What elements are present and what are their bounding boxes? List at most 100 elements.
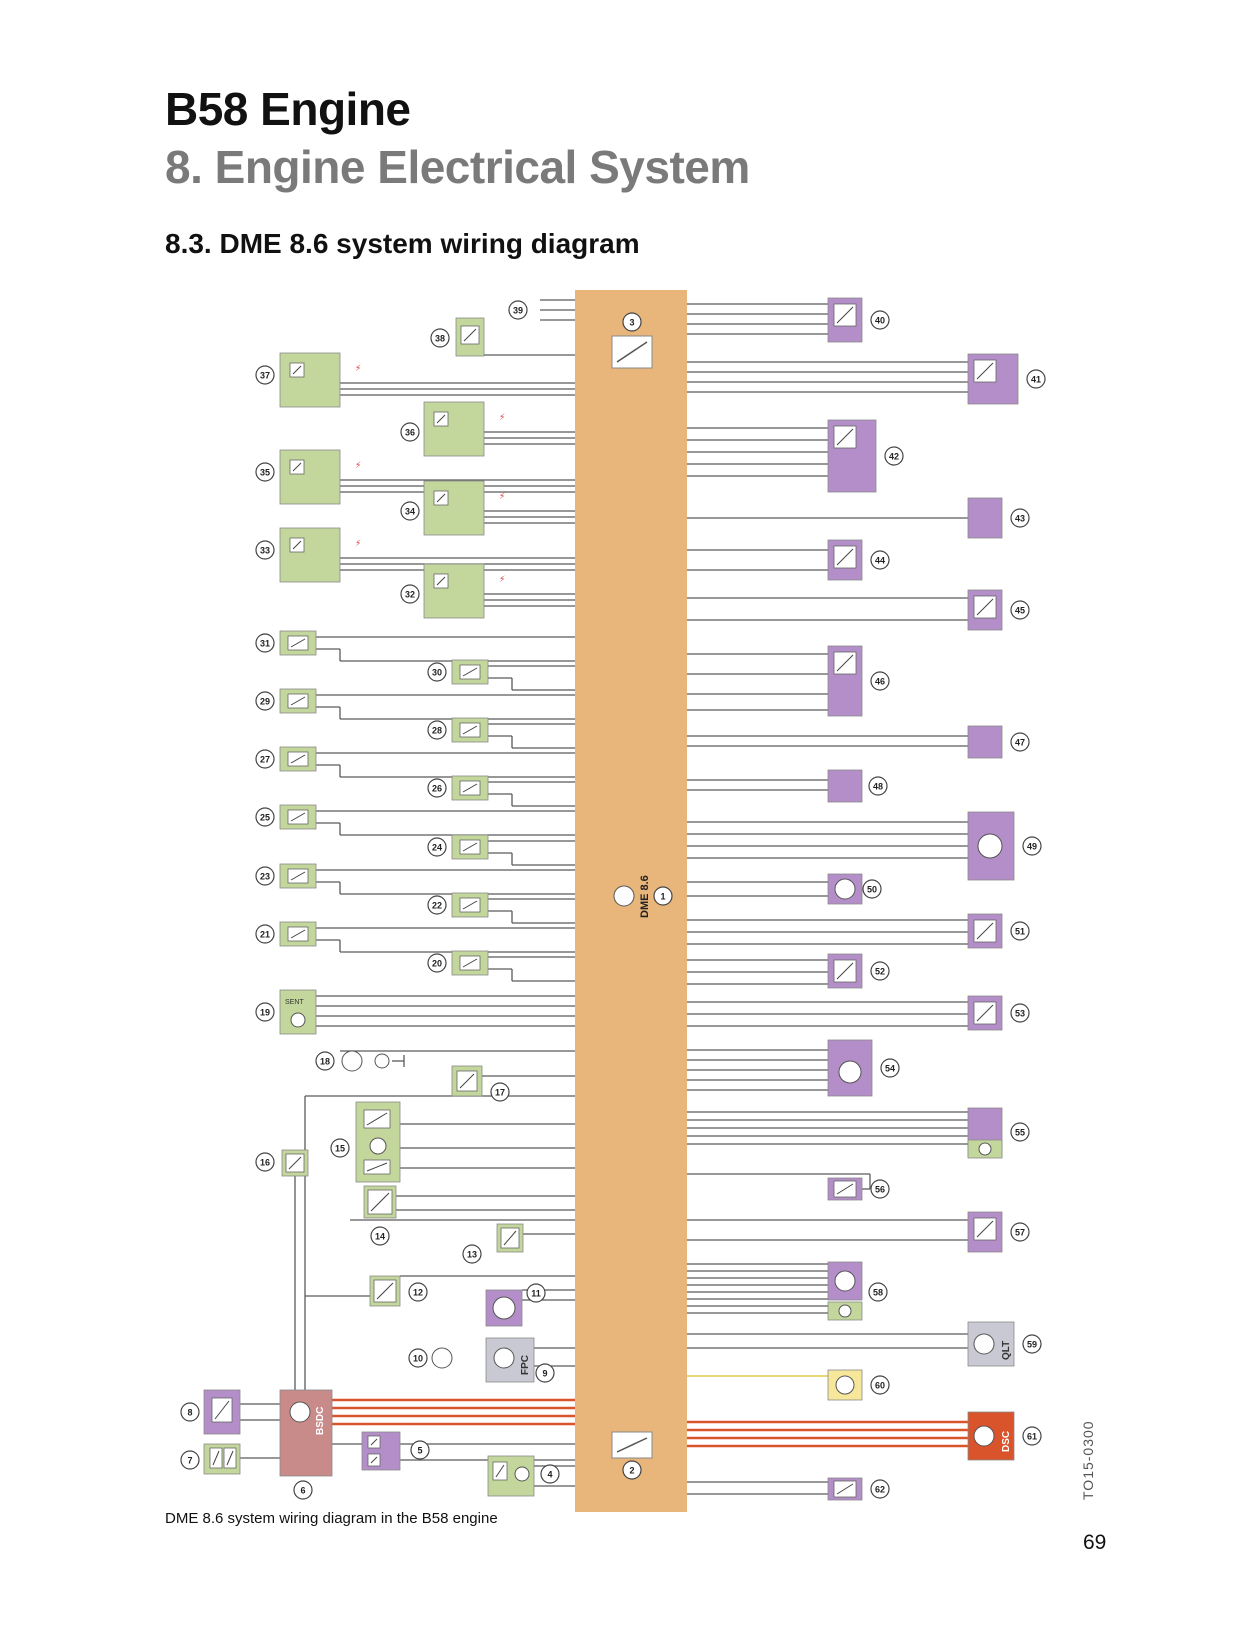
- number-ring: [370, 1226, 390, 1246]
- component-number-22: 22: [427, 895, 447, 915]
- component-number-17: 17: [490, 1082, 510, 1102]
- number-text: 49: [1027, 842, 1037, 852]
- section-title: 8.3. DME 8.6 system wiring diagram: [165, 228, 640, 259]
- number-ring: [870, 671, 890, 691]
- number-ring: [870, 1479, 890, 1499]
- generator-60: [835, 1375, 855, 1395]
- transistor-11: [492, 1296, 516, 1320]
- injector-symbol-31-stroke: [290, 638, 306, 648]
- number-ring: [1010, 1222, 1030, 1242]
- number-ring: [255, 807, 275, 827]
- number-text: 23: [260, 872, 270, 882]
- symbol-7a-stroke: [212, 1450, 220, 1466]
- symbol-7b-stroke: [226, 1450, 234, 1466]
- number-ring: [1022, 1426, 1042, 1446]
- number-text: 29: [260, 697, 270, 707]
- symbol-53-stroke: [976, 1004, 994, 1022]
- number-ring: [862, 879, 882, 899]
- number-ring: [427, 662, 447, 682]
- component-number-37: 37: [255, 365, 275, 385]
- component-number-44: 44: [870, 550, 890, 570]
- number-ring: [180, 1402, 200, 1422]
- block-label: QLT: [1001, 1341, 1012, 1360]
- chapter-title: 8. Engine Electrical System: [165, 141, 750, 193]
- transistor-18: [341, 1050, 363, 1072]
- number-ring: [1022, 1334, 1042, 1354]
- injector-28: [451, 717, 489, 743]
- number-ring: [1010, 732, 1030, 752]
- spark-mark: ⚡: [499, 412, 505, 422]
- symbol-15a-stroke: [366, 1112, 388, 1126]
- number-ring: [870, 1375, 890, 1395]
- component-number-30: 30: [427, 662, 447, 682]
- component-number-57: 57: [1010, 1222, 1030, 1242]
- ignition-coil-37: [279, 352, 341, 408]
- component-number-56: 56: [870, 1179, 890, 1199]
- component-number-20: 20: [427, 953, 447, 973]
- number-text: 60: [875, 1381, 885, 1391]
- number-ring: [870, 1179, 890, 1199]
- number-ring: [293, 1480, 313, 1500]
- motor-58: [838, 1304, 852, 1318]
- component-number-53: 53: [1010, 1003, 1030, 1023]
- component-number-2: 2: [622, 1460, 642, 1480]
- component-number-33: 33: [255, 540, 275, 560]
- number-text: 27: [260, 755, 270, 765]
- number-text: 40: [875, 316, 885, 326]
- spark-mark: ⚡: [499, 491, 505, 501]
- number-ring: [870, 310, 890, 330]
- number-text: 32: [405, 590, 415, 600]
- symbol-57-stroke: [976, 1220, 994, 1238]
- component-8: [203, 1389, 241, 1435]
- number-ring: [408, 1282, 428, 1302]
- component-number-23: 23: [255, 866, 275, 886]
- symbol-62-stroke: [836, 1483, 854, 1495]
- component-number-60: 60: [870, 1375, 890, 1395]
- number-text: 35: [260, 468, 270, 478]
- number-ring: [255, 540, 275, 560]
- symbol-41-stroke: [976, 362, 994, 380]
- number-text: 34: [405, 507, 415, 517]
- injector-symbol-28-stroke: [462, 725, 478, 735]
- coil-symbol-32-stroke: [436, 576, 446, 586]
- component-number-15: 15: [330, 1138, 350, 1158]
- component-number-24: 24: [427, 837, 447, 857]
- symbol-44-stroke: [836, 548, 854, 566]
- symbol-40-stroke: [836, 306, 854, 324]
- wire-layer: [240, 299, 968, 1495]
- injector-symbol-21-stroke: [290, 929, 306, 939]
- block-label: DSC: [1001, 1431, 1012, 1452]
- number-text: 62: [875, 1485, 885, 1495]
- component-number-25: 25: [255, 807, 275, 827]
- transistor-58: [834, 1270, 856, 1292]
- figure-caption: DME 8.6 system wiring diagram in the B58…: [165, 1510, 498, 1527]
- symbol-52-stroke: [836, 962, 854, 980]
- number-text: 1: [660, 892, 665, 902]
- document-title: B58 Engine: [165, 83, 411, 135]
- number-ring: [255, 1152, 275, 1172]
- component-number-3: 3: [622, 312, 642, 332]
- number-text: 36: [405, 428, 415, 438]
- number-ring: [400, 584, 420, 604]
- number-text: 7: [187, 1456, 192, 1466]
- component-number-62: 62: [870, 1479, 890, 1499]
- component-number-5: 5: [410, 1440, 430, 1460]
- component-number-14: 14: [370, 1226, 390, 1246]
- number-ring: [884, 446, 904, 466]
- injector-symbol-26-stroke: [462, 783, 478, 793]
- injector-symbol-24-stroke: [462, 842, 478, 852]
- number-text: 31: [260, 639, 270, 649]
- number-ring: [330, 1138, 350, 1158]
- component-number-39: 39: [508, 300, 528, 320]
- transistor-bsdc: [289, 1401, 311, 1423]
- transistor-61: [973, 1425, 995, 1447]
- symbol-42-stroke: [836, 428, 854, 446]
- component-number-18: 18: [315, 1051, 335, 1071]
- number-text: 47: [1015, 738, 1025, 748]
- coil-symbol-37-stroke: [292, 365, 302, 375]
- number-ring: [622, 1460, 642, 1480]
- number-text: 55: [1015, 1128, 1025, 1138]
- component-number-28: 28: [427, 720, 447, 740]
- number-text: 25: [260, 813, 270, 823]
- component-number-26: 26: [427, 778, 447, 798]
